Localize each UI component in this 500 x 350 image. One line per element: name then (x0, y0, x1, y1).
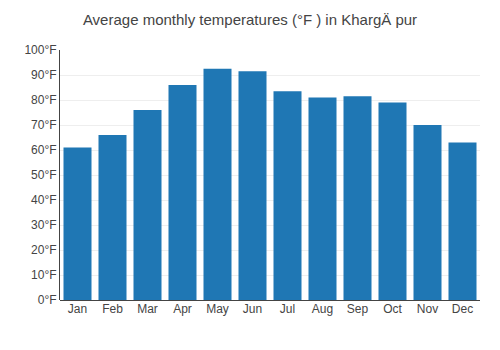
svg-text:Aug: Aug (312, 302, 333, 316)
svg-text:0°F: 0°F (38, 293, 57, 307)
svg-text:Jun: Jun (243, 302, 262, 316)
svg-text:50°F: 50°F (31, 168, 56, 182)
svg-text:10°F: 10°F (31, 268, 56, 282)
svg-text:20°F: 20°F (31, 243, 56, 257)
svg-text:90°F: 90°F (31, 68, 56, 82)
svg-text:May: May (206, 302, 229, 316)
svg-text:Nov: Nov (417, 302, 438, 316)
svg-text:Jan: Jan (68, 302, 87, 316)
svg-text:Dec: Dec (452, 302, 473, 316)
svg-text:70°F: 70°F (31, 118, 56, 132)
svg-text:80°F: 80°F (31, 93, 56, 107)
svg-text:Jul: Jul (280, 302, 295, 316)
svg-text:40°F: 40°F (31, 193, 56, 207)
svg-text:Sep: Sep (347, 302, 369, 316)
svg-text:Apr: Apr (173, 302, 192, 316)
svg-text:Average monthly temperatures (: Average monthly temperatures (°F ) in Kh… (83, 11, 417, 28)
svg-text:Oct: Oct (383, 302, 402, 316)
svg-text:30°F: 30°F (31, 218, 56, 232)
svg-text:60°F: 60°F (31, 143, 56, 157)
svg-text:Mar: Mar (137, 302, 158, 316)
svg-text:100°F: 100°F (24, 43, 56, 57)
svg-text:Feb: Feb (102, 302, 123, 316)
